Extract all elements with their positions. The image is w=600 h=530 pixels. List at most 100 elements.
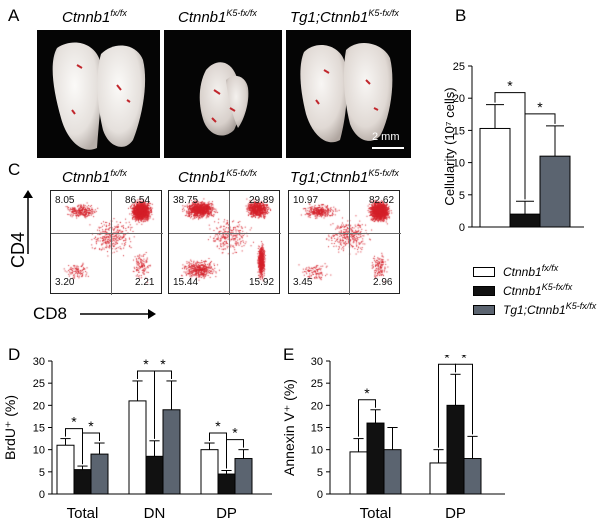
significance-star: * bbox=[444, 355, 450, 365]
y-tick-label: 10 bbox=[33, 445, 45, 457]
thymus-lobes-knockout bbox=[199, 62, 249, 136]
y-tick-label: 25 bbox=[311, 378, 323, 390]
category-label: DP bbox=[216, 505, 237, 522]
y-tick-label: 15 bbox=[33, 423, 45, 435]
significance-bracket bbox=[358, 399, 376, 437]
genotype-title-c2: Ctnnb1K5-fx/fx bbox=[178, 168, 257, 186]
genotype-title-a3: Tg1;Ctnnb1K5-fx/fx bbox=[290, 8, 399, 26]
bar bbox=[217, 473, 236, 495]
cd4-axis-arrow bbox=[23, 190, 33, 254]
quadrant-ul-value: 38.75 bbox=[173, 195, 199, 206]
bar bbox=[162, 409, 181, 495]
chart-e-annexin: 0 5 10 15 20 25 30 Annexin V⁺ (%) Total DP * * * bbox=[281, 355, 505, 522]
thymus-lobes-control bbox=[52, 42, 146, 150]
quadrant-line-horizontal bbox=[289, 233, 401, 234]
y-tick-label: 0 bbox=[459, 222, 465, 234]
genotype-title-a1: Ctnnb1fx/fx bbox=[62, 8, 127, 26]
y-axis-label: BrdU⁺ (%) bbox=[2, 395, 18, 460]
bar bbox=[349, 451, 368, 495]
panel-letter-d: D bbox=[8, 345, 21, 364]
bar bbox=[383, 449, 402, 495]
legend-swatch-control bbox=[473, 267, 495, 277]
genotype-title-a2: Ctnnb1K5-fx/fx bbox=[178, 8, 257, 26]
facs-plot-rescue: 10.97 82.62 3.45 2.96 bbox=[288, 190, 401, 295]
y-tick-label: 15 bbox=[453, 125, 465, 137]
quadrant-ur-value: 86.54 bbox=[125, 195, 151, 206]
quadrant-line-horizontal bbox=[169, 233, 281, 234]
y-tick-label: 5 bbox=[317, 467, 323, 479]
quadrant-ul-value: 10.97 bbox=[293, 195, 319, 206]
thymus-photo-knockout bbox=[164, 30, 282, 158]
bar bbox=[366, 422, 385, 495]
bar bbox=[234, 458, 253, 495]
genotype-title-c1: Ctnnb1fx/fx bbox=[62, 168, 127, 186]
quadrant-lr-value: 2.96 bbox=[373, 277, 393, 288]
significance-star: * bbox=[232, 425, 238, 441]
bar bbox=[90, 453, 109, 495]
quadrant-ll-value: 3.20 bbox=[55, 277, 75, 288]
y-tick-label: 10 bbox=[311, 445, 323, 457]
thymus-photo-control bbox=[37, 30, 160, 158]
y-tick-label: 20 bbox=[311, 400, 323, 412]
significance-star: * bbox=[507, 78, 513, 94]
category-label: Total bbox=[360, 505, 392, 522]
significance-star: * bbox=[215, 418, 221, 434]
significance-star: * bbox=[364, 385, 370, 401]
bar bbox=[73, 469, 92, 495]
y-axis-label: Annexin V⁺ (%) bbox=[281, 379, 297, 476]
significance-star: * bbox=[537, 99, 543, 115]
thymus-photo-rescue: 2 mm bbox=[286, 30, 411, 158]
facs-plot-control: 8.05 86.54 3.20 2.21 bbox=[50, 190, 163, 295]
legend-swatch-knockout bbox=[473, 286, 495, 296]
significance-bracket bbox=[154, 370, 172, 439]
category-label: Total bbox=[67, 505, 99, 522]
category-label: DP bbox=[445, 505, 466, 522]
quadrant-lr-value: 15.92 bbox=[249, 277, 275, 288]
bar bbox=[463, 458, 482, 495]
significance-bracket bbox=[82, 432, 100, 465]
quadrant-ll-value: 3.45 bbox=[293, 277, 313, 288]
y-tick-label: 5 bbox=[459, 190, 465, 202]
y-tick-label: 20 bbox=[33, 400, 45, 412]
category-label: DN bbox=[144, 505, 166, 522]
thymus-lobes-rescue bbox=[300, 43, 393, 143]
facs-dots-control bbox=[51, 191, 163, 295]
quadrant-line-vertical bbox=[229, 191, 230, 295]
quadrant-line-horizontal bbox=[51, 233, 163, 234]
bar bbox=[539, 155, 571, 228]
bar bbox=[200, 449, 219, 495]
y-tick-label: 25 bbox=[453, 61, 465, 73]
cd8-axis-arrow bbox=[80, 309, 156, 319]
quadrant-ll-value: 15.44 bbox=[173, 277, 199, 288]
y-tick-label: 30 bbox=[311, 356, 323, 368]
chart-d-brdu: 0 5 10 15 20 25 30 BrdU⁺ (%) Total DN DP * * * * * * bbox=[2, 356, 272, 522]
significance-star: * bbox=[160, 356, 166, 372]
panel-letter-a: A bbox=[8, 6, 20, 25]
legend-label-control: Ctnnb1fx/fx bbox=[503, 263, 559, 279]
bar bbox=[128, 400, 147, 495]
significance-star: * bbox=[71, 414, 77, 430]
chart-b-cellularity: 0 5 10 15 20 25 Cellularity (10⁷ cells) * * bbox=[442, 61, 584, 234]
quadrant-ur-value: 82.62 bbox=[369, 195, 395, 206]
quadrant-line-vertical bbox=[349, 191, 350, 295]
bar bbox=[479, 127, 511, 228]
facs-dots-rescue bbox=[289, 191, 401, 295]
quadrant-line-vertical bbox=[111, 191, 112, 295]
facs-plot-knockout: 38.75 29.89 15.44 15.92 bbox=[168, 190, 281, 295]
quadrant-ur-value: 29.89 bbox=[249, 195, 275, 206]
y-tick-label: 30 bbox=[33, 356, 45, 368]
significance-star: * bbox=[461, 355, 467, 365]
bar bbox=[509, 213, 541, 228]
y-tick-label: 25 bbox=[33, 378, 45, 390]
scale-bar bbox=[372, 147, 404, 149]
y-tick-label: 0 bbox=[317, 489, 323, 501]
y-axis-label: Cellularity (10⁷ cells) bbox=[442, 87, 457, 205]
significance-star: * bbox=[88, 418, 94, 434]
panel-letter-c: C bbox=[8, 160, 21, 179]
facs-dots-knockout bbox=[169, 191, 281, 295]
bar bbox=[56, 444, 75, 495]
panel-letter-e: E bbox=[283, 345, 295, 364]
y-tick-label: 20 bbox=[453, 93, 465, 105]
legend-label-rescue: Tg1;Ctnnb1K5-fx/fx bbox=[503, 301, 597, 317]
